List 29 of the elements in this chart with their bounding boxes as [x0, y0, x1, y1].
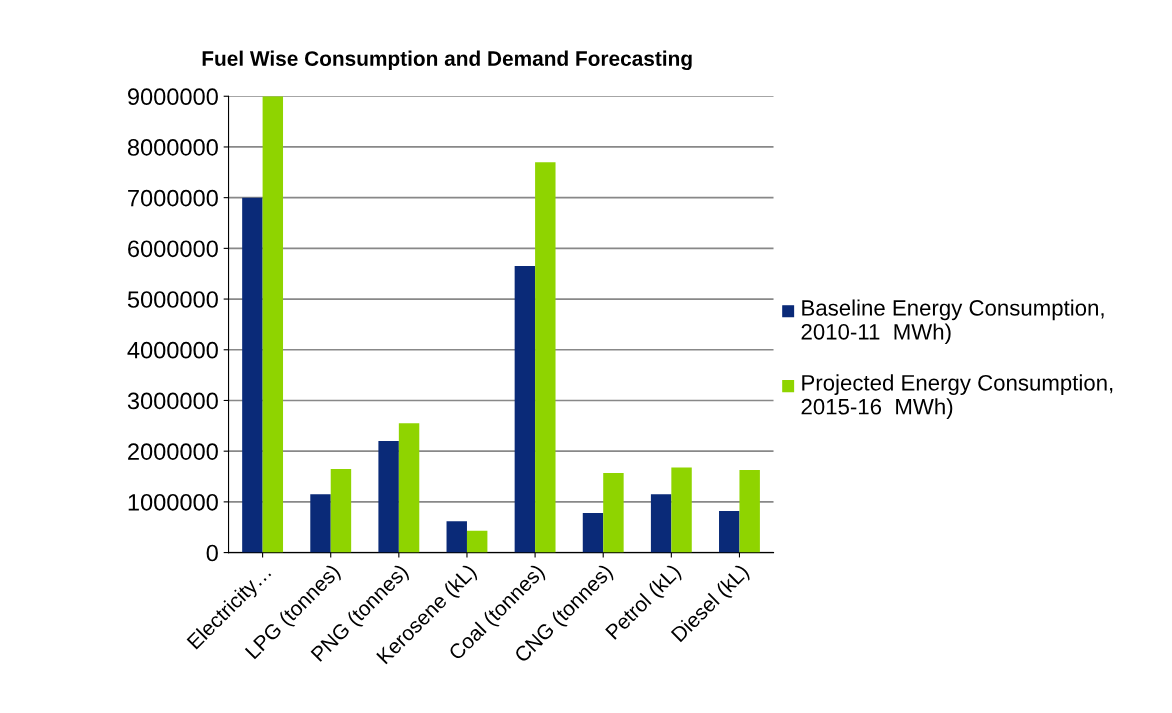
y-tick-label: 7000000	[128, 189, 218, 207]
bar	[582, 513, 604, 553]
chart-title: Fuel Wise Consumption and Demand Forecasting	[202, 50, 692, 71]
bar	[603, 472, 624, 553]
y-tick-label: 9000000	[128, 88, 218, 106]
bar	[330, 468, 352, 553]
bar	[739, 469, 760, 553]
y-tick-label: 0	[206, 544, 218, 562]
bar	[262, 96, 284, 553]
bar	[310, 494, 331, 553]
bar	[514, 266, 536, 553]
bar	[242, 197, 263, 553]
y-tick-label: 5000000	[127, 291, 218, 308]
bar	[650, 494, 672, 553]
bar	[466, 530, 488, 553]
legend-label: Baseline Energy Consumption, 2010-11 MWh)	[801, 299, 1104, 345]
bar	[671, 467, 692, 553]
legend-label: Projected Energy Consumption, 2015-16 MWh)	[801, 374, 1113, 419]
y-tick-label: 2000000	[128, 443, 218, 460]
y-tick-label: 8000000	[127, 139, 218, 156]
bar	[535, 162, 556, 553]
y-tick-label: 4000000	[127, 341, 218, 359]
bar	[398, 423, 420, 553]
y-tick-label: 6000000	[128, 240, 218, 258]
bar	[446, 521, 467, 553]
bar	[719, 511, 740, 553]
y-tick-label: 1000000	[128, 493, 218, 511]
bar	[378, 441, 399, 553]
y-tick-label: 3000000	[127, 392, 218, 410]
